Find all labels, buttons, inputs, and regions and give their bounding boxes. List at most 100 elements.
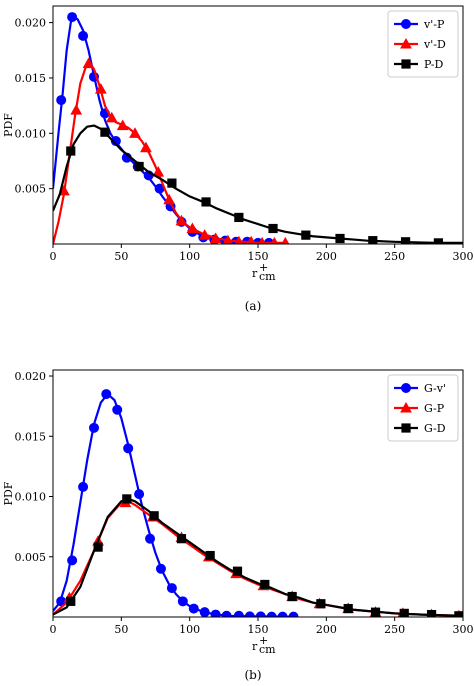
x-axis-label: r xyxy=(252,267,258,280)
legend-marker xyxy=(400,382,411,393)
x-axis-label-subscript: cm xyxy=(259,270,276,283)
data-point xyxy=(198,229,211,240)
data-point xyxy=(66,596,76,606)
data-point xyxy=(188,603,199,614)
y-tick-label: 0.005 xyxy=(15,551,47,564)
data-point xyxy=(268,223,278,234)
y-axis-label: PDF xyxy=(2,481,15,505)
data-point xyxy=(199,607,210,617)
data-point xyxy=(270,236,279,244)
data-point xyxy=(343,603,353,614)
y-tick-label: 0.010 xyxy=(15,491,47,504)
legend-item-3: G-D xyxy=(394,422,446,435)
y-tick-label: 0.010 xyxy=(15,127,47,140)
legend-item-2: v'-D xyxy=(394,37,446,51)
legend-marker xyxy=(401,423,411,433)
x-tick-label: 200 xyxy=(316,250,337,263)
data-point xyxy=(116,119,129,131)
data-point xyxy=(221,610,232,617)
data-point xyxy=(100,127,110,137)
series-1 xyxy=(53,12,274,244)
y-axis-label: PDF xyxy=(2,113,15,137)
data-point xyxy=(152,166,165,177)
series-2 xyxy=(53,57,290,244)
y-tick-label: 0.005 xyxy=(15,183,47,196)
data-point xyxy=(112,404,123,415)
x-axis-label-superscript: + xyxy=(259,634,268,647)
data-point xyxy=(400,237,411,244)
x-tick-label: 250 xyxy=(384,623,405,636)
data-point xyxy=(370,607,381,617)
data-point xyxy=(244,611,255,617)
data-point xyxy=(166,583,177,594)
data-point xyxy=(93,542,103,552)
x-tick-label: 50 xyxy=(114,250,128,263)
data-point xyxy=(149,511,159,521)
data-point xyxy=(101,389,112,400)
data-point xyxy=(82,57,95,69)
x-tick-label: 0 xyxy=(50,250,57,263)
data-point xyxy=(368,236,378,244)
legend-item-1: v'-P xyxy=(394,18,445,31)
x-axis-label-subscript: cm xyxy=(259,643,276,656)
series-2 xyxy=(53,496,463,617)
data-point xyxy=(177,596,188,607)
series-line xyxy=(53,497,463,617)
data-point xyxy=(234,212,244,223)
data-point xyxy=(140,141,152,153)
data-point xyxy=(129,127,141,138)
data-point xyxy=(255,611,266,617)
figure-caption: (b) xyxy=(244,668,261,682)
x-tick-label: 300 xyxy=(453,250,474,263)
data-point xyxy=(78,481,89,492)
x-tick-label: 200 xyxy=(316,623,337,636)
x-axis-label-superscript: + xyxy=(259,261,268,274)
data-point xyxy=(399,608,409,617)
data-point xyxy=(433,238,444,244)
data-point xyxy=(234,235,244,244)
y-tick-label: 0.020 xyxy=(15,17,47,30)
legend-marker xyxy=(400,18,411,29)
legend: v'-P v'-D P-D xyxy=(387,10,459,78)
legend-label: G-D xyxy=(424,422,446,435)
legend-item-3: P-D xyxy=(394,58,444,71)
x-axis-label: r xyxy=(252,640,258,653)
legend-label: v'-P xyxy=(423,18,445,31)
data-point xyxy=(260,579,270,590)
legend-label: G-P xyxy=(424,402,445,415)
x-tick-label: 50 xyxy=(114,623,128,636)
data-point xyxy=(232,566,243,576)
series-3 xyxy=(53,124,463,244)
x-tick-label: 100 xyxy=(179,623,200,636)
data-point xyxy=(201,197,211,207)
data-point xyxy=(66,146,76,156)
data-point xyxy=(145,533,156,544)
x-tick-label: 150 xyxy=(248,623,269,636)
data-point xyxy=(246,235,256,244)
data-point xyxy=(70,104,83,115)
legend-label: P-D xyxy=(424,58,444,71)
data-point xyxy=(209,232,222,244)
figure-caption: (a) xyxy=(245,299,262,313)
chart-panel-a: 0 50 100 150 200 250 300 0.005 0.010 0.015 0.020 r +… xyxy=(2,5,474,313)
y-tick-label: 0.015 xyxy=(15,430,47,443)
legend-marker xyxy=(400,401,412,413)
data-point xyxy=(123,443,134,454)
legend-marker xyxy=(401,59,411,69)
data-point xyxy=(287,591,297,602)
data-point xyxy=(176,534,187,544)
legend-label: v'-D xyxy=(423,38,446,51)
x-tick-label: 300 xyxy=(453,623,474,636)
data-point xyxy=(426,609,437,617)
data-point xyxy=(281,236,290,244)
data-point xyxy=(67,12,78,23)
x-tick-label: 100 xyxy=(179,250,200,263)
data-point xyxy=(316,599,326,609)
data-point xyxy=(258,236,267,244)
data-point xyxy=(122,494,132,504)
data-point xyxy=(210,609,221,617)
x-tick-label: 250 xyxy=(384,250,405,263)
series-line xyxy=(53,62,286,244)
data-point xyxy=(335,233,345,244)
x-tick-label: 150 xyxy=(248,250,269,263)
